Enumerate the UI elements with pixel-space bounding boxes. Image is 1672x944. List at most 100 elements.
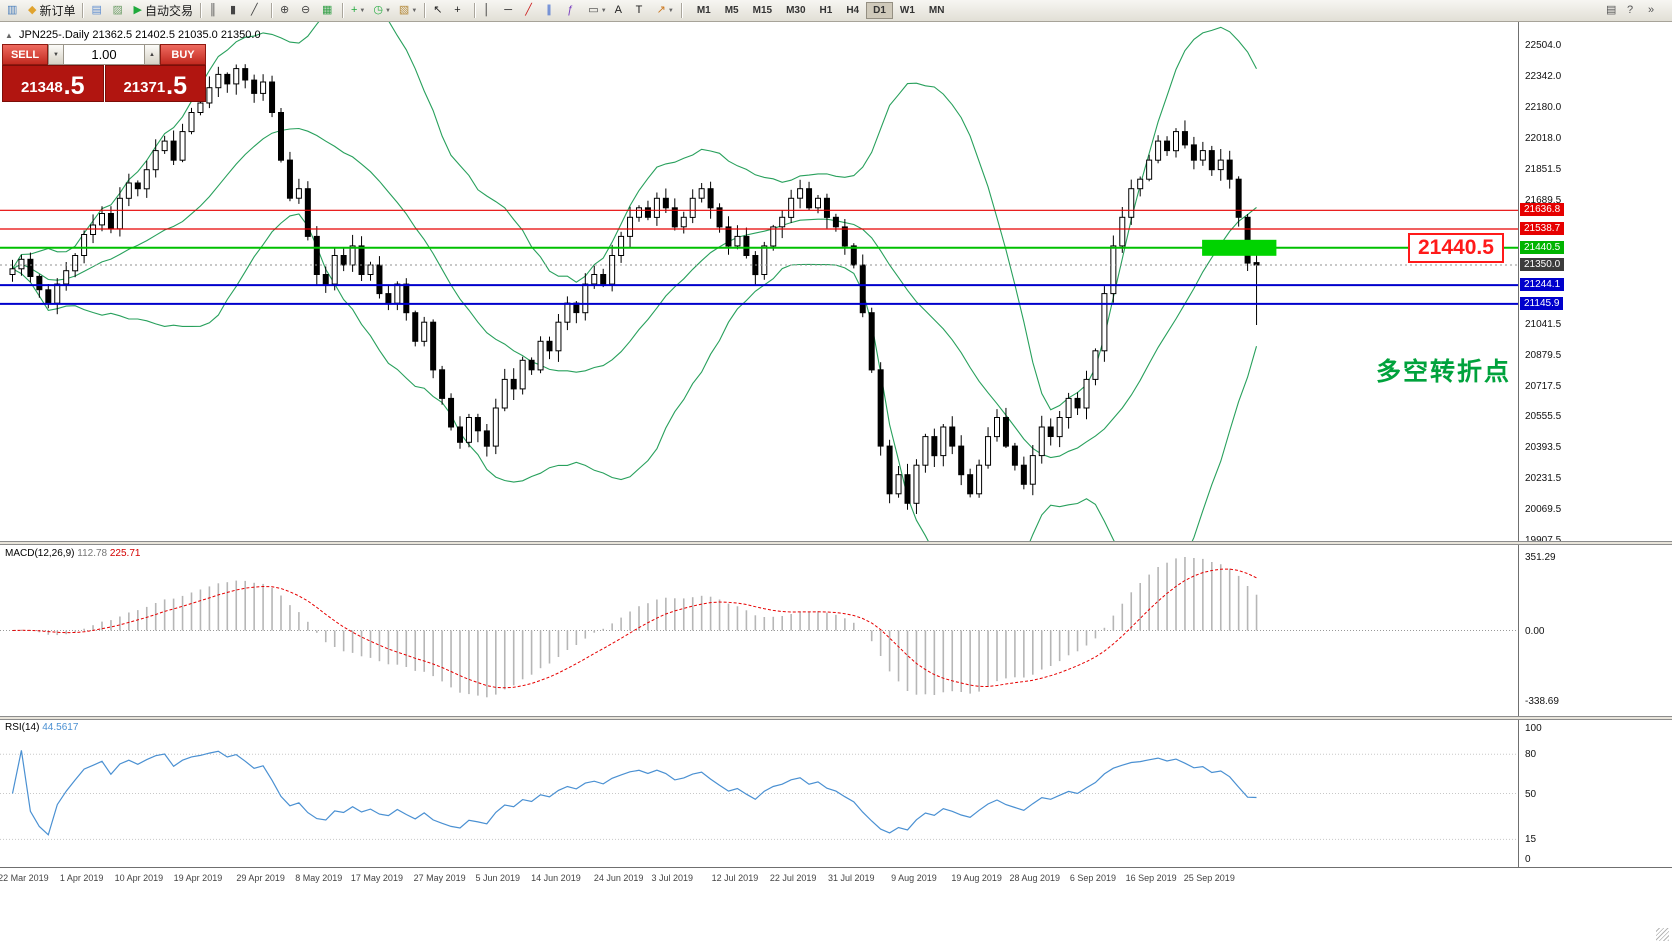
one-click-collapse-icon[interactable]: ▲ [5, 31, 13, 40]
volume-increase-button[interactable]: ▲ [144, 44, 160, 65]
zoom-out-icon: ⊖ [300, 4, 311, 16]
zoom-out-button[interactable]: ⊖ [298, 2, 317, 20]
shapes-button[interactable]: ▭ ▼ [585, 2, 609, 20]
help-button[interactable]: ? [1624, 2, 1643, 20]
crosshair-button[interactable]: + [451, 2, 470, 20]
panel-separator-rsi[interactable] [0, 716, 1672, 720]
candle-body [134, 182, 141, 190]
sell-price-main: 21348 [20, 79, 63, 96]
templates-dropdown-icon[interactable]: ▼ [411, 7, 418, 14]
price-axis-tick: 19907.5 [1525, 535, 1561, 546]
cursor-button[interactable]: ↖ [430, 2, 449, 20]
volume-decrease-button[interactable]: ▼ [48, 44, 64, 65]
rsi-panel-canvas[interactable] [0, 720, 1520, 867]
indicators-dropdown-icon[interactable]: ▼ [359, 7, 366, 14]
fibonacci-button[interactable]: ƒ [564, 2, 583, 20]
sell-price-button[interactable]: 21348 .5 [2, 65, 104, 102]
timeframe-h4-button[interactable]: H4 [839, 2, 866, 19]
resize-grip[interactable] [1656, 928, 1669, 941]
candle-body [895, 474, 902, 495]
candle-body [1110, 245, 1117, 295]
buy-price-button[interactable]: 21371 .5 [104, 65, 206, 102]
candle-body [582, 283, 589, 314]
horizontal-line-button[interactable]: ─ [501, 2, 520, 20]
sell-button[interactable]: SELL [2, 44, 48, 65]
zoom-in-button[interactable]: ⊕ [277, 2, 296, 20]
candle-body [555, 321, 562, 352]
candle-body [1038, 426, 1045, 457]
shapes-dropdown-icon[interactable]: ▼ [600, 7, 607, 14]
text-button[interactable]: A [612, 2, 631, 20]
timeframe-mn-button[interactable]: MN [922, 2, 952, 19]
buy-button[interactable]: BUY [160, 44, 206, 65]
candle-body [421, 321, 428, 342]
candle-body [45, 289, 52, 304]
candle-body [994, 417, 1000, 438]
candle-body [331, 255, 338, 285]
periods-dropdown-icon[interactable]: ▼ [384, 7, 391, 14]
timeframe-w1-button[interactable]: W1 [893, 2, 922, 19]
trendline-button[interactable]: ╱ [522, 2, 541, 20]
candle-body [474, 417, 481, 432]
vertical-line-button[interactable]: │ [480, 2, 499, 20]
candle-body [519, 359, 526, 390]
macd-panel-canvas[interactable] [0, 545, 1520, 716]
one-click-trading-panel: SELL ▼ 1.00 ▲ BUY 21348 .5 21371 .5 [2, 44, 206, 102]
price-axis[interactable]: 22504.0 22342.0 22180.0 22018.0 21851.5 21689… [1518, 22, 1672, 867]
candle-body [322, 274, 329, 285]
periods-button[interactable]: ◷ ▼ [370, 2, 394, 20]
main-chart-canvas[interactable] [0, 22, 1520, 541]
price-tag-21244.1: 21244.1 [1520, 278, 1565, 292]
print-button[interactable]: ▤ [1603, 2, 1622, 20]
data-window-button[interactable]: ▨ [109, 2, 128, 20]
price-axis-tick: 20717.5 [1525, 380, 1562, 392]
line-chart-button[interactable]: ╱ [248, 2, 267, 20]
timeframe-m15-button[interactable]: M15 [746, 2, 779, 19]
arrows-dropdown-icon[interactable]: ▼ [667, 7, 674, 14]
indicators-button[interactable]: + ▼ [348, 2, 368, 20]
date-label: 8 May 2019 [295, 873, 343, 883]
candle-body [224, 73, 231, 85]
candlestick-chart-button[interactable]: ▮ [227, 2, 246, 20]
volume-input[interactable]: 1.00 [64, 44, 144, 65]
new-order-button[interactable]: ◆ 新订单 [25, 2, 78, 20]
price-tag-21440.5: 21440.5 [1520, 240, 1565, 254]
equidistant-channel-button[interactable]: ∥ [543, 2, 562, 20]
candle-body [295, 188, 302, 199]
chart-button[interactable]: ▥ [4, 2, 23, 20]
date-axis[interactable]: 22 Mar 2019 1 Apr 2019 10 Apr 2019 19 Apr 2… [0, 867, 1672, 944]
highlight-rectangle[interactable] [1202, 239, 1277, 256]
fibonacci-icon: ƒ [567, 4, 574, 16]
market-watch-button[interactable]: ▤ [88, 2, 107, 20]
arrows-icon: ↗ [656, 4, 666, 16]
timeframe-m30-button[interactable]: M30 [779, 2, 812, 19]
timeframe-m1-button[interactable]: M1 [690, 2, 718, 19]
candle-body [761, 245, 768, 275]
panel-separator-macd[interactable] [0, 541, 1672, 545]
timeframe-d1-button[interactable]: D1 [866, 2, 893, 19]
tile-windows-button[interactable]: ▦ [319, 2, 338, 20]
text-label-button[interactable]: T [633, 2, 652, 20]
toolbar-right: ▤? » [1602, 2, 1665, 20]
candle-body [233, 68, 240, 85]
price-callout-label[interactable]: 21440.5 [1408, 233, 1504, 263]
annotation-note[interactable]: 多空转折点 [1376, 358, 1512, 386]
bar-chart-button[interactable]: ║ [206, 2, 225, 20]
text-label-icon: T [635, 4, 643, 16]
templates-button[interactable]: ▧ ▼ [396, 2, 420, 20]
candlestick-chart-icon: ▮ [229, 4, 237, 16]
arrows-button[interactable]: ↗ ▼ [654, 2, 677, 20]
candle-body [457, 426, 463, 443]
toolbar-separator [82, 3, 85, 18]
date-label: 3 Jul 2019 [651, 873, 694, 883]
candle-body [1011, 445, 1018, 466]
price-axis-tick: 21041.5 [1525, 318, 1562, 330]
symbol-title: JPN225-.Daily [18, 29, 90, 41]
ohlc-values: 21362.5 21402.5 21035.0 21350.0 [92, 29, 261, 41]
timeframe-h1-button[interactable]: H1 [813, 2, 840, 19]
candle-body [564, 302, 571, 323]
vertical-line-icon: │ [483, 4, 491, 16]
overflow-button[interactable]: » [1645, 2, 1664, 20]
autotrading-button[interactable]: ▶ 自动交易 [130, 2, 195, 20]
timeframe-m5-button[interactable]: M5 [718, 2, 746, 19]
